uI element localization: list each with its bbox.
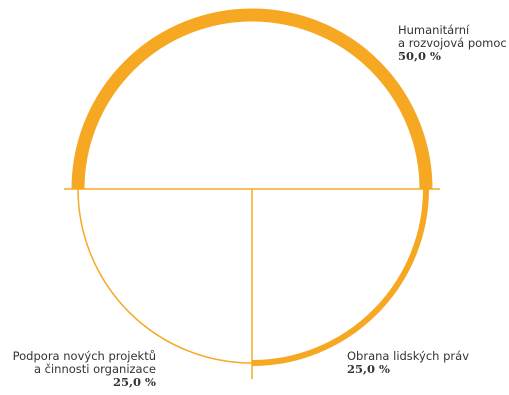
arc-new-projects <box>77 188 253 364</box>
slice-label-human-rights: Obrana lidských práv 25,0 % <box>347 350 469 376</box>
slice-name-new-projects: Podpora nových projektů a činnosti organ… <box>12 349 156 376</box>
arc-human-rights <box>251 188 429 366</box>
slice-value-humanitarian: 50,0 % <box>398 49 441 63</box>
arc-humanitarian <box>71 8 433 190</box>
slice-value-new-projects: 25,0 % <box>113 375 156 389</box>
slice-label-new-projects: Podpora nových projektů a činnosti organ… <box>13 350 156 389</box>
slice-name-human-rights: Obrana lidských práv <box>347 349 470 363</box>
slice-value-human-rights: 25,0 % <box>347 362 390 376</box>
slice-name-humanitarian: Humanitární a rozvojová pomoc <box>398 23 507 50</box>
slice-label-humanitarian: Humanitární a rozvojová pomoc 50,0 % <box>398 24 507 63</box>
